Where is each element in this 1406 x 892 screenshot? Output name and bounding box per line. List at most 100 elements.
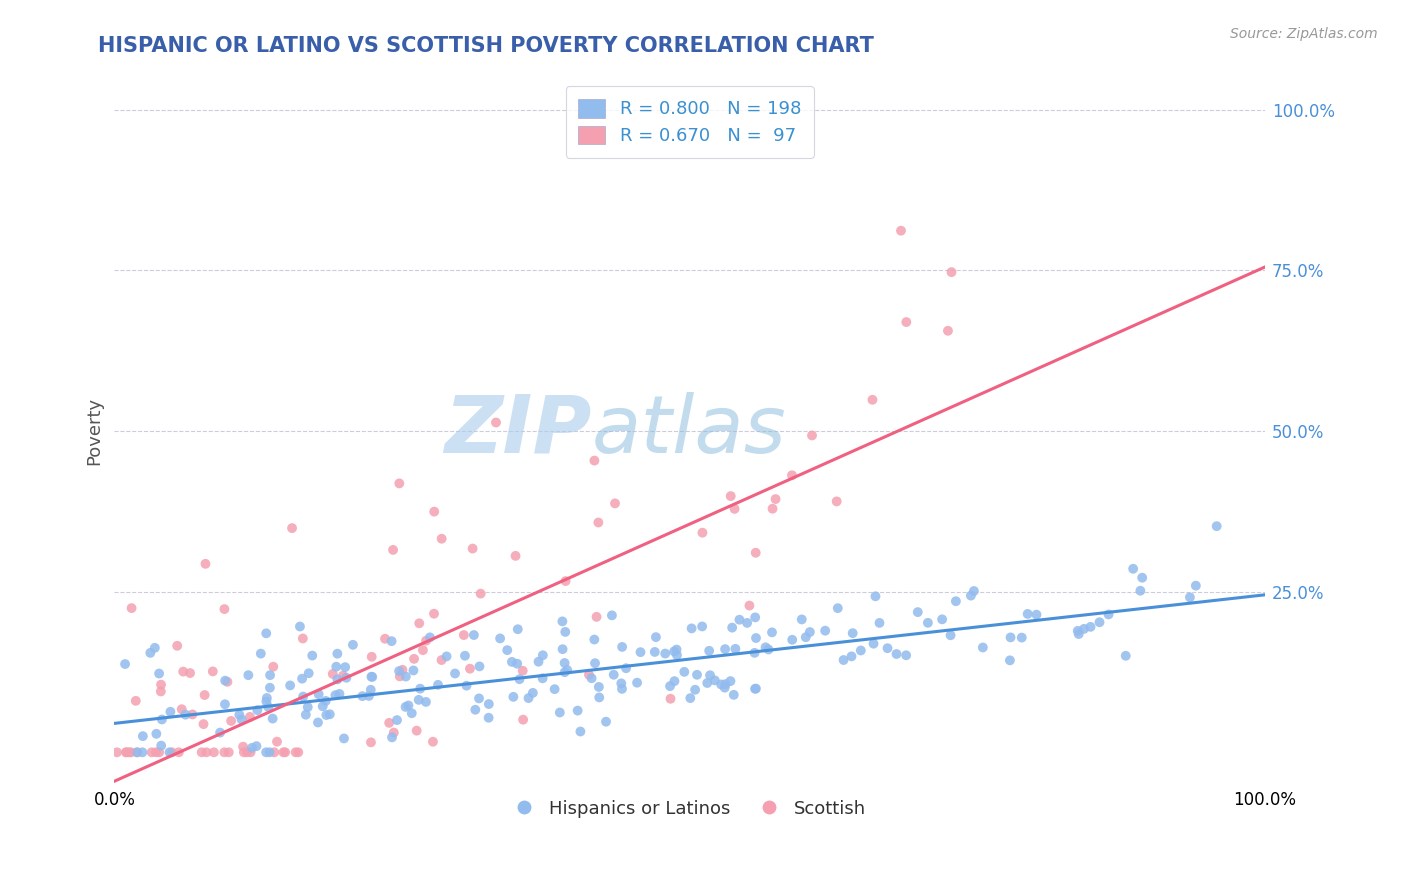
Point [232, 745, 254, 759]
Point [614, 661, 637, 675]
Point [696, 676, 718, 690]
Point [531, 648, 554, 663]
Point [174, 707, 197, 722]
Point [295, 707, 318, 722]
Point [430, 653, 453, 667]
Point [263, 745, 285, 759]
Point [720, 674, 742, 689]
Point [167, 745, 190, 759]
Point [862, 392, 884, 407]
Y-axis label: Poverty: Poverty [86, 397, 103, 465]
Point [1115, 648, 1137, 663]
Point [335, 671, 357, 685]
Point [1067, 627, 1090, 641]
Point [388, 664, 411, 678]
Point [325, 659, 347, 673]
Point [239, 745, 262, 759]
Point [602, 667, 624, 681]
Point [259, 681, 281, 695]
Point [395, 669, 418, 683]
Point [827, 601, 849, 615]
Point [412, 643, 434, 657]
Legend: Hispanics or Latinos, Scottish: Hispanics or Latinos, Scottish [506, 792, 873, 825]
Point [170, 702, 193, 716]
Point [132, 729, 155, 743]
Point [374, 632, 396, 646]
Point [755, 640, 778, 655]
Point [361, 670, 384, 684]
Point [644, 645, 666, 659]
Point [422, 735, 444, 749]
Point [360, 649, 382, 664]
Point [288, 619, 311, 633]
Point [963, 584, 986, 599]
Point [150, 713, 173, 727]
Point [190, 745, 212, 759]
Point [148, 745, 170, 759]
Point [388, 476, 411, 491]
Point [744, 646, 766, 660]
Point [630, 645, 652, 659]
Point [686, 667, 709, 681]
Point [388, 669, 411, 683]
Point [423, 607, 446, 621]
Point [193, 717, 215, 731]
Point [453, 628, 475, 642]
Point [862, 637, 884, 651]
Text: HISPANIC OR LATINO VS SCOTTISH POVERTY CORRELATION CHART: HISPANIC OR LATINO VS SCOTTISH POVERTY C… [98, 36, 875, 55]
Point [841, 649, 863, 664]
Point [360, 735, 382, 749]
Point [458, 662, 481, 676]
Point [890, 224, 912, 238]
Point [159, 705, 181, 719]
Point [328, 687, 350, 701]
Point [531, 671, 554, 685]
Point [127, 745, 149, 759]
Point [554, 656, 576, 670]
Point [166, 639, 188, 653]
Text: Source: ZipAtlas.com: Source: ZipAtlas.com [1230, 27, 1378, 41]
Point [401, 706, 423, 721]
Point [394, 699, 416, 714]
Point [832, 653, 855, 667]
Point [118, 745, 141, 759]
Point [470, 587, 492, 601]
Point [214, 602, 236, 616]
Point [578, 667, 600, 681]
Point [583, 656, 606, 670]
Point [761, 625, 783, 640]
Point [463, 628, 485, 642]
Point [245, 739, 267, 753]
Point [405, 723, 427, 738]
Point [228, 707, 250, 722]
Point [257, 700, 280, 714]
Point [512, 664, 534, 678]
Point [1205, 519, 1227, 533]
Point [679, 691, 702, 706]
Point [841, 626, 863, 640]
Point [120, 745, 142, 759]
Point [385, 713, 408, 727]
Point [312, 699, 335, 714]
Point [326, 647, 349, 661]
Point [865, 589, 887, 603]
Point [454, 648, 477, 663]
Point [254, 626, 277, 640]
Point [506, 657, 529, 671]
Point [259, 668, 281, 682]
Point [554, 665, 576, 680]
Point [585, 610, 607, 624]
Point [600, 608, 623, 623]
Point [214, 673, 236, 688]
Point [114, 657, 136, 671]
Point [673, 665, 696, 679]
Point [569, 724, 592, 739]
Point [555, 663, 578, 677]
Point [259, 745, 281, 759]
Point [720, 489, 742, 503]
Point [148, 666, 170, 681]
Point [896, 315, 918, 329]
Point [724, 641, 747, 656]
Point [131, 745, 153, 759]
Point [1178, 591, 1201, 605]
